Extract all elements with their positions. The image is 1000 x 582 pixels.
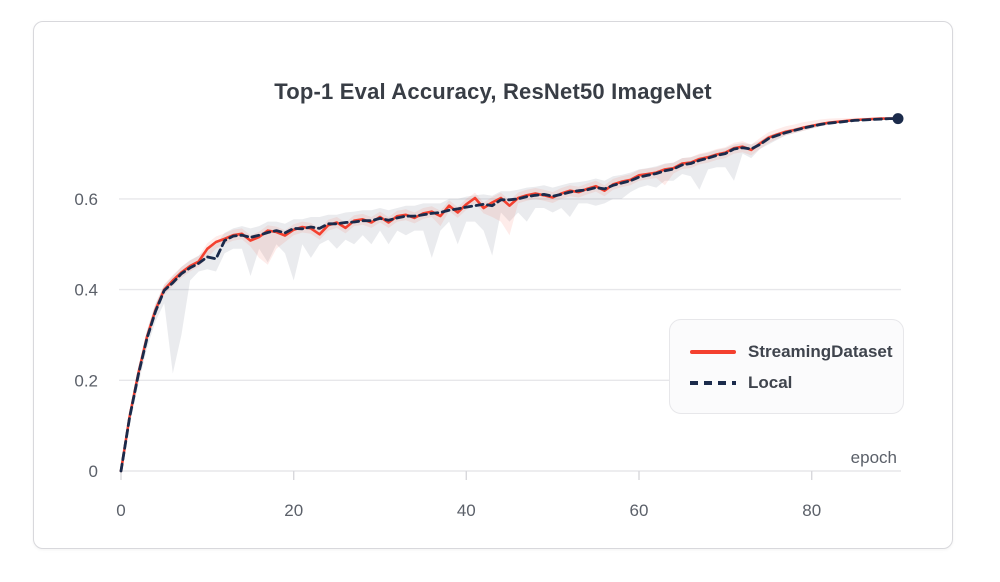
x-axis-label: epoch xyxy=(850,448,897,467)
local-line-swatch xyxy=(690,380,736,385)
x-tick-label: 60 xyxy=(630,501,649,520)
x-tick-label: 20 xyxy=(284,501,303,520)
series-line-local xyxy=(119,117,900,473)
y-tick-label: 0.6 xyxy=(74,190,98,209)
x-tick-label: 80 xyxy=(802,501,821,520)
series-line-streamingdataset xyxy=(119,117,900,473)
streaming-uncertainty-band xyxy=(121,117,898,471)
local-uncertainty-band xyxy=(121,118,898,471)
y-tick-label: 0.4 xyxy=(74,281,98,300)
legend-item-local[interactable]: Local xyxy=(690,367,903,398)
x-tick-label: 0 xyxy=(116,501,125,520)
chart-card: 0 0.2 0.4 0.6 0 20 40 60 80 Top-1 Eval Accuracy,… xyxy=(33,21,953,549)
x-tick-label: 40 xyxy=(457,501,476,520)
legend-label-local: Local xyxy=(748,372,793,392)
chart-title: Top-1 Eval Accuracy, ResNet50 ImageNet xyxy=(274,79,712,104)
end-marker xyxy=(892,113,904,125)
streamingdataset-line-swatch xyxy=(690,349,736,354)
legend-label-streamingdataset: StreamingDataset xyxy=(748,341,893,361)
legend-box: StreamingDataset Local xyxy=(669,319,904,414)
legend-item-streamingdataset[interactable]: StreamingDataset xyxy=(690,336,903,367)
y-tick-label: 0.2 xyxy=(74,371,98,390)
y-tick-label: 0 xyxy=(89,462,98,481)
